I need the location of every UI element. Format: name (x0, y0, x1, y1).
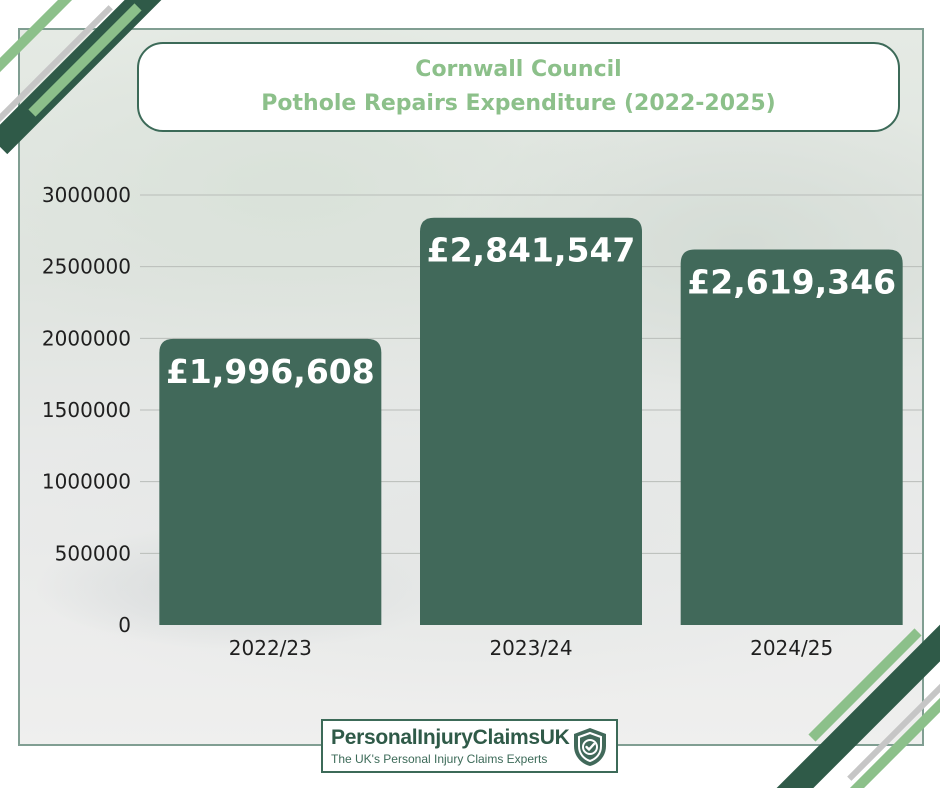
y-tick-label: 0 (118, 613, 131, 637)
y-tick-label: 1500000 (42, 398, 131, 422)
x-tick-label: 2024/25 (750, 636, 833, 660)
logo-tagline: The UK's Personal Injury Claims Experts (331, 752, 548, 766)
logo-name: PersonalInjuryClaimsUK (331, 726, 570, 749)
y-tick-label: 500000 (55, 541, 131, 565)
chart-title-line-2: Pothole Repairs Expenditure (2022-2025) (261, 91, 776, 116)
data-label: £2,619,346 (687, 263, 896, 302)
chart-title-line-1: Cornwall Council (415, 57, 622, 82)
y-tick-label: 2000000 (42, 326, 131, 350)
y-tick-label: 3000000 (42, 183, 131, 207)
y-tick-label: 2500000 (42, 255, 131, 279)
logo-box: PersonalInjuryClaimsUK The UK's Personal… (321, 719, 618, 773)
data-label: £1,996,608 (166, 352, 375, 391)
x-tick-label: 2023/24 (489, 636, 572, 660)
bar (680, 249, 903, 625)
chart-title-box: Cornwall Council Pothole Repairs Expendi… (137, 42, 900, 132)
x-tick-label: 2022/23 (229, 636, 312, 660)
y-tick-label: 1000000 (42, 470, 131, 494)
bar (159, 338, 382, 625)
shield-check-icon (574, 728, 606, 766)
data-label: £2,841,547 (427, 231, 636, 270)
bar (420, 217, 642, 625)
